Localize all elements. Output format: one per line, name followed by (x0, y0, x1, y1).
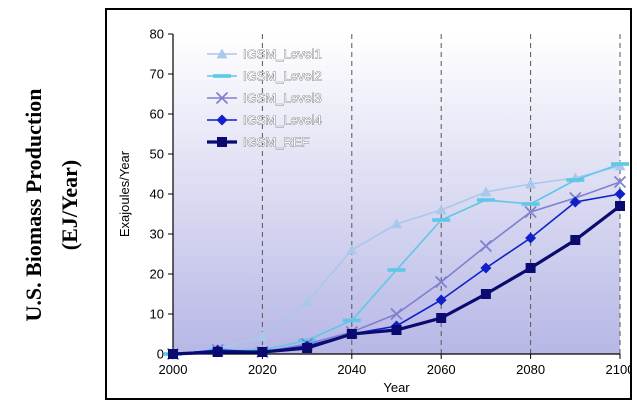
legend: IGSM_Level1 IGSM_Level2 IGSM_Level3 IGSM_Le… (207, 46, 322, 150)
y-axis-label: Exajoules/Year (117, 150, 132, 237)
legend-item: IGSM_REF (207, 134, 310, 150)
data-point (614, 188, 626, 200)
marker-x-stroke (479, 239, 493, 253)
legend-item: IGSM_Level1 (207, 46, 322, 62)
data-point (256, 331, 268, 342)
marker-x-stroke (524, 205, 537, 219)
data-point (570, 235, 581, 245)
data-point (257, 347, 268, 357)
data-point (476, 198, 495, 202)
legend-item: IGSM_Level3 (207, 90, 322, 106)
data-point (480, 262, 492, 274)
outer-title-line1: U.S. Biomass Production (21, 88, 46, 321)
x-tick-label: 2040 (337, 362, 366, 377)
legend-item: IGSM_Level2 (207, 68, 322, 84)
data-point (346, 329, 357, 339)
chart-frame: 0 10 20 30 40 50 60 70 80 2000 2020 2040 2060 2080 210… (105, 8, 632, 400)
outer-title-line2: (EJ/Year) (57, 160, 82, 250)
x-tick-label: 2020 (248, 362, 277, 377)
legend-marker (213, 74, 231, 78)
y-tick-label: 0 (157, 347, 164, 362)
y-tick-label: 20 (150, 267, 164, 282)
line-chart: 0 10 20 30 40 50 60 70 80 2000 2020 2040 2060 2080 210… (117, 27, 630, 396)
marker-x-stroke (435, 275, 448, 289)
data-point (436, 313, 447, 323)
data-point (342, 318, 361, 323)
x-axis-label: Year (383, 380, 410, 395)
outer-title: U.S. Biomass Production (EJ/Year) (5, 20, 97, 390)
legend-marker (216, 114, 228, 126)
marker-x-stroke (613, 175, 627, 189)
marker-x-stroke (390, 307, 403, 321)
legend-marker (215, 91, 229, 105)
data-point (521, 202, 540, 206)
series-IGSM_REF (168, 201, 625, 359)
data-point (524, 205, 537, 219)
data-point (615, 201, 625, 211)
y-tick-label: 70 (150, 67, 164, 82)
data-point (435, 204, 447, 215)
x-tick-label: 2060 (427, 362, 456, 377)
data-point (391, 218, 402, 229)
data-point (480, 186, 492, 197)
x-tick-label: 2000 (159, 362, 188, 377)
data-point (613, 175, 627, 189)
data-point (212, 347, 223, 357)
data-point (435, 275, 448, 289)
data-point (525, 232, 537, 244)
data-point (479, 239, 493, 253)
data-point (390, 307, 403, 321)
data-point (480, 289, 491, 299)
data-point (346, 244, 358, 255)
y-tick-label: 30 (150, 227, 164, 242)
data-point (525, 263, 536, 273)
data-point (387, 268, 406, 272)
data-point (435, 294, 447, 306)
y-tick-label: 60 (150, 107, 164, 122)
plot-area (173, 34, 620, 354)
legend-item: IGSM_Level4 (207, 112, 322, 128)
y-tick-label: 80 (150, 27, 164, 42)
x-tick-label: 2100 (606, 362, 630, 377)
series-group (164, 160, 629, 361)
data-point (525, 178, 537, 189)
legend-label: IGSM_REF (243, 135, 310, 150)
series-IGSM_Level1 (167, 160, 626, 359)
marker-x-stroke (215, 91, 229, 105)
legend-label: IGSM_Level4 (243, 113, 322, 128)
legend-label: IGSM_Level1 (243, 47, 322, 62)
data-point (301, 296, 313, 307)
data-point (569, 196, 581, 208)
data-point (302, 343, 313, 353)
y-tick-label: 10 (150, 307, 164, 322)
data-point (432, 218, 451, 222)
data-point (391, 325, 402, 335)
data-point (298, 338, 317, 343)
x-tick-label: 2080 (516, 362, 545, 377)
legend-marker (217, 137, 227, 147)
y-tick-label: 50 (150, 147, 164, 162)
y-tick-label: 40 (150, 187, 164, 202)
axes: 0 10 20 30 40 50 60 70 80 2000 2020 2040 2060 2080 210… (150, 27, 630, 378)
legend-marker (216, 48, 228, 59)
legend-label: IGSM_Level2 (243, 69, 322, 84)
data-point (168, 349, 178, 359)
data-point (611, 162, 629, 166)
data-point (566, 178, 585, 182)
legend-label: IGSM_Level3 (243, 91, 322, 106)
